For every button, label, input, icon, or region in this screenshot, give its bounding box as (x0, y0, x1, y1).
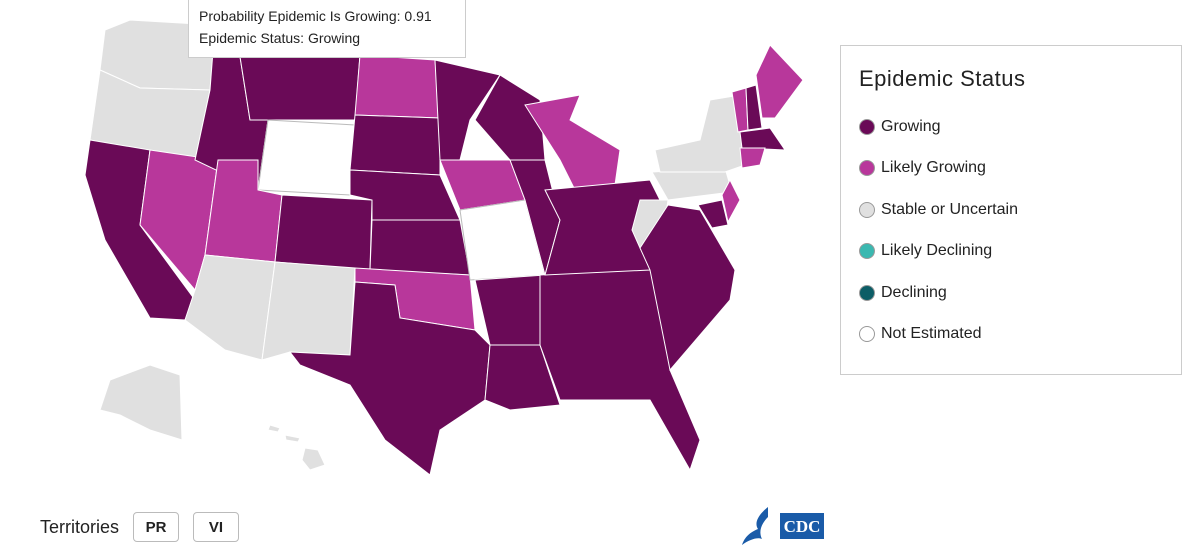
territory-button[interactable]: VI (193, 512, 240, 542)
legend-swatch (859, 118, 875, 135)
legend-swatch (859, 160, 875, 177)
legend-item[interactable]: Growing (859, 106, 1163, 148)
state[interactable] (654, 94, 746, 173)
state[interactable] (267, 424, 281, 433)
legend-item[interactable]: Likely Declining (859, 231, 1163, 273)
state[interactable] (354, 54, 441, 119)
legend-label: Stable or Uncertain (881, 200, 1018, 218)
state[interactable] (434, 59, 501, 161)
legend-title: Epidemic Status (859, 66, 1026, 91)
hhs-eagle (742, 507, 768, 545)
logo-text: CDC (784, 517, 821, 536)
state[interactable] (369, 219, 471, 276)
tooltip-probability: Probability Epidemic Is Growing: 0.91 (199, 8, 432, 24)
state[interactable] (349, 114, 441, 176)
legend-label: Not Estimated (881, 325, 982, 343)
state[interactable] (301, 447, 326, 471)
legend-label: Growing (881, 117, 941, 135)
state[interactable] (257, 119, 356, 196)
legend-swatch (859, 243, 875, 260)
state[interactable] (639, 204, 736, 372)
tooltip: Probability Epidemic Is Growing: 0.91 Ep… (188, 0, 466, 58)
territory-buttons: PR VI (119, 512, 240, 542)
territory-button[interactable]: PR (133, 512, 180, 542)
legend-label: Likely Growing (881, 159, 986, 177)
state[interactable] (99, 364, 183, 441)
state[interactable] (288, 281, 491, 476)
state[interactable] (697, 199, 729, 229)
legend-item[interactable]: Not Estimated (859, 314, 1163, 356)
state[interactable] (739, 147, 766, 169)
legend-swatch (859, 284, 875, 301)
tooltip-status: Epidemic Status: Growing (199, 30, 361, 46)
territories: Territories PR VI (40, 512, 240, 542)
legend-swatch (859, 201, 875, 218)
legend-item[interactable]: Likely Growing (859, 148, 1163, 190)
state[interactable] (745, 84, 763, 131)
logo-box (780, 513, 824, 539)
state[interactable] (721, 178, 741, 224)
legend: Epidemic Status Growing Likely Growing Sta… (840, 45, 1182, 375)
legend-label: Declining (881, 283, 947, 301)
state[interactable] (261, 261, 356, 361)
territories-label: Territories (40, 516, 120, 537)
us-map (84, 19, 804, 476)
legend-items: Growing Likely Growing Stable or Uncertain… (859, 106, 1163, 355)
state[interactable] (739, 127, 786, 151)
state[interactable] (474, 274, 546, 346)
legend-swatch (859, 326, 875, 343)
cdc-logo: CDC (742, 507, 824, 545)
state[interactable] (651, 167, 733, 201)
state[interactable] (274, 194, 373, 271)
state[interactable] (524, 94, 621, 191)
state[interactable] (284, 434, 301, 443)
state[interactable] (484, 344, 561, 411)
state[interactable] (755, 44, 804, 119)
legend-label: Likely Declining (881, 242, 993, 260)
legend-item[interactable]: Stable or Uncertain (859, 189, 1163, 231)
legend-item[interactable]: Declining (859, 272, 1163, 314)
